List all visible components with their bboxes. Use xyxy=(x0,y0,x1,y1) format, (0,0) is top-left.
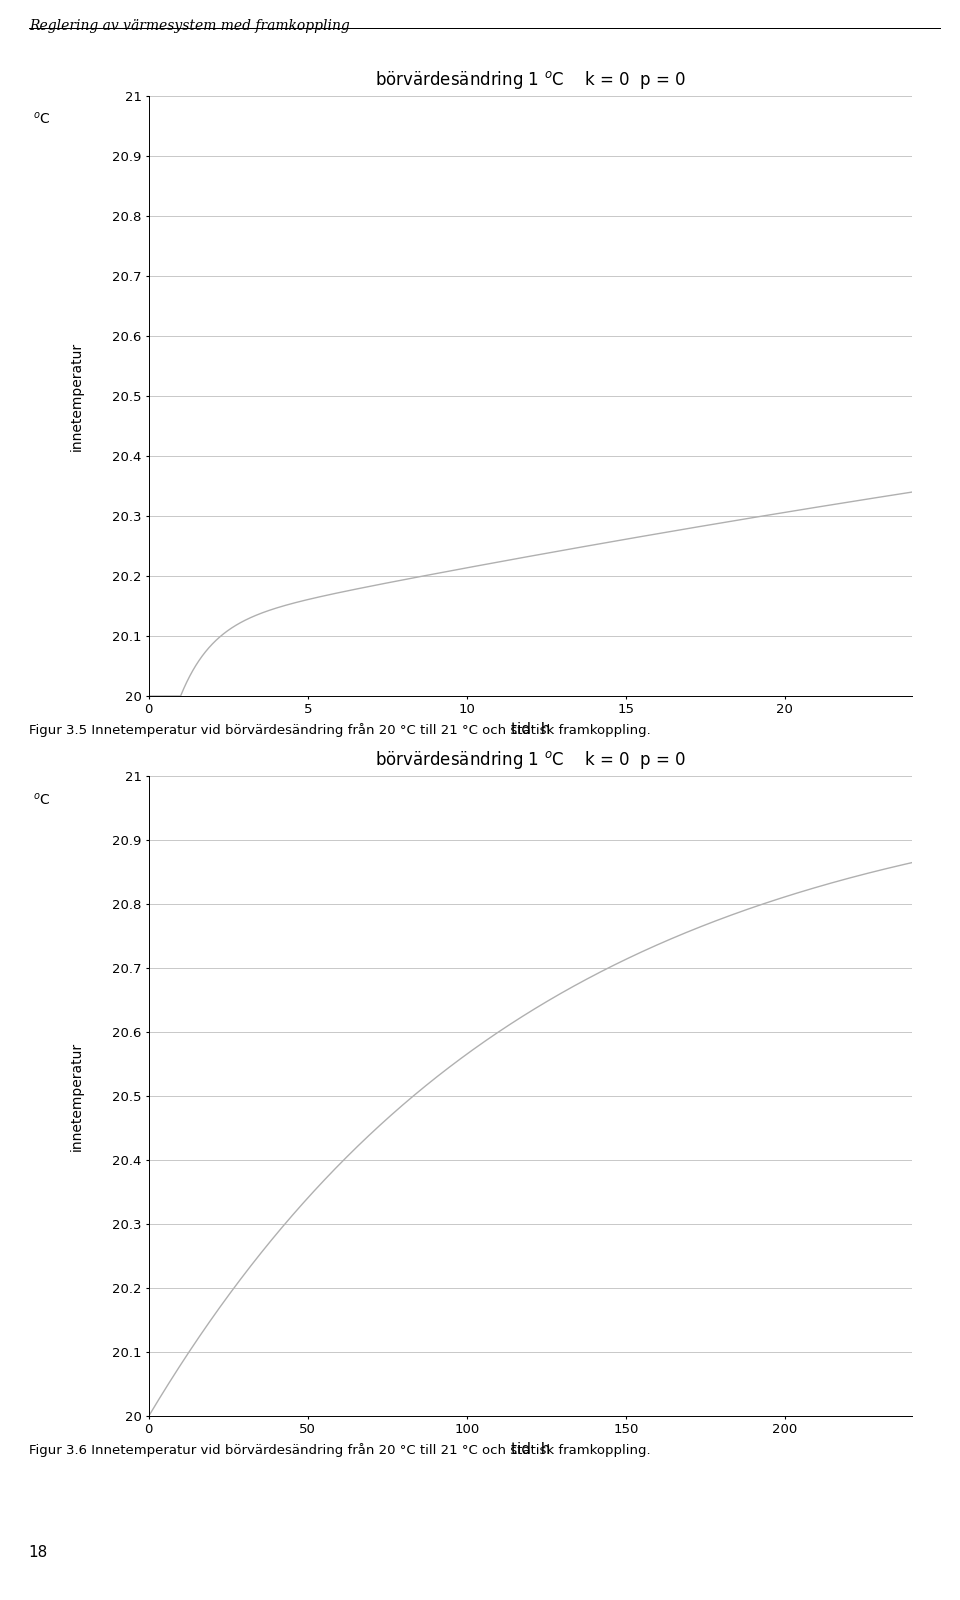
Text: innetemperatur: innetemperatur xyxy=(69,1042,84,1150)
Text: 18: 18 xyxy=(29,1546,48,1560)
X-axis label: tid  h: tid h xyxy=(511,1442,550,1456)
Text: innetemperatur: innetemperatur xyxy=(69,341,84,451)
Title: börvärdesändring 1 $^o$C    k = 0  p = 0: börvärdesändring 1 $^o$C k = 0 p = 0 xyxy=(374,69,686,91)
Title: börvärdesändring 1 $^o$C    k = 0  p = 0: börvärdesändring 1 $^o$C k = 0 p = 0 xyxy=(374,749,686,771)
Text: Reglering av värmesystem med framkoppling: Reglering av värmesystem med framkopplin… xyxy=(29,19,349,34)
X-axis label: tid  h: tid h xyxy=(511,722,550,736)
Text: $^o$C: $^o$C xyxy=(34,792,51,808)
Text: $^o$C: $^o$C xyxy=(34,110,51,126)
Text: Figur 3.5 Innetemperatur vid börvärdesändring från 20 °C till 21 °C och statisk : Figur 3.5 Innetemperatur vid börvärdesän… xyxy=(29,723,651,738)
Text: Figur 3.6 Innetemperatur vid börvärdesändring från 20 °C till 21 °C och statisk : Figur 3.6 Innetemperatur vid börvärdesän… xyxy=(29,1443,651,1458)
